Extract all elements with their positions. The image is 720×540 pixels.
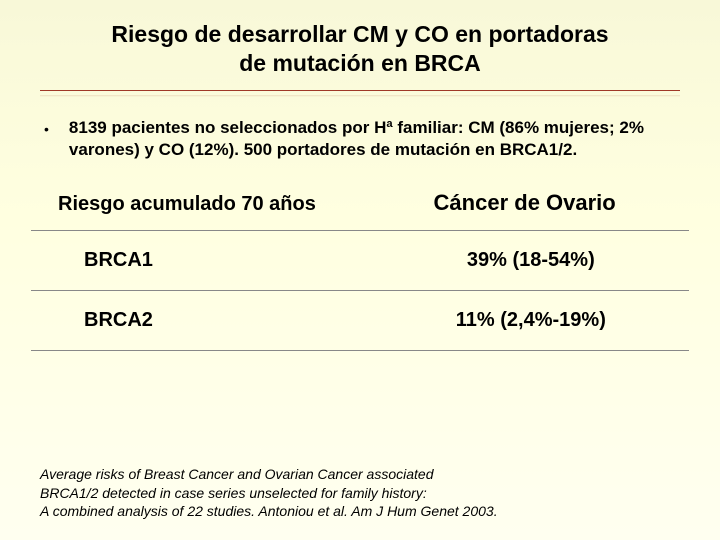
table-header-right: Cáncer de Ovario (379, 190, 670, 216)
table-header-row: Riesgo acumulado 70 años Cáncer de Ovari… (50, 190, 670, 230)
title-line-1: Riesgo de desarrollar CM y CO en portado… (111, 21, 608, 47)
bullet-text: 8139 pacientes no seleccionados por Hª f… (69, 117, 676, 163)
citation-footer: Average risks of Breast Cancer and Ovari… (40, 465, 680, 520)
slide-title: Riesgo de desarrollar CM y CO en portado… (40, 20, 680, 90)
title-shadow (40, 95, 680, 97)
title-line-2: de mutación en BRCA (239, 50, 481, 76)
footer-line-2: BRCA1/2 detected in case series unselect… (40, 485, 427, 501)
table-row: BRCA2 11% (2,4%-19%) (50, 291, 670, 350)
row-label: BRCA2 (50, 309, 392, 332)
slide-container: Riesgo de desarrollar CM y CO en portado… (0, 0, 720, 540)
row-label: BRCA1 (50, 249, 392, 272)
table-divider (31, 350, 688, 351)
data-table: Riesgo acumulado 70 años Cáncer de Ovari… (40, 190, 680, 351)
bullet-item: • 8139 pacientes no seleccionados por Hª… (40, 117, 680, 163)
table-header-left: Riesgo acumulado 70 años (50, 193, 379, 216)
title-underline (40, 90, 680, 91)
table-row: BRCA1 39% (18-54%) (50, 231, 670, 290)
bullet-dot-icon: • (44, 121, 49, 137)
row-value: 11% (2,4%-19%) (392, 309, 670, 332)
row-value: 39% (18-54%) (392, 249, 670, 272)
footer-line-3: A combined analysis of 22 studies. Anton… (40, 503, 498, 519)
footer-line-1: Average risks of Breast Cancer and Ovari… (40, 466, 434, 482)
